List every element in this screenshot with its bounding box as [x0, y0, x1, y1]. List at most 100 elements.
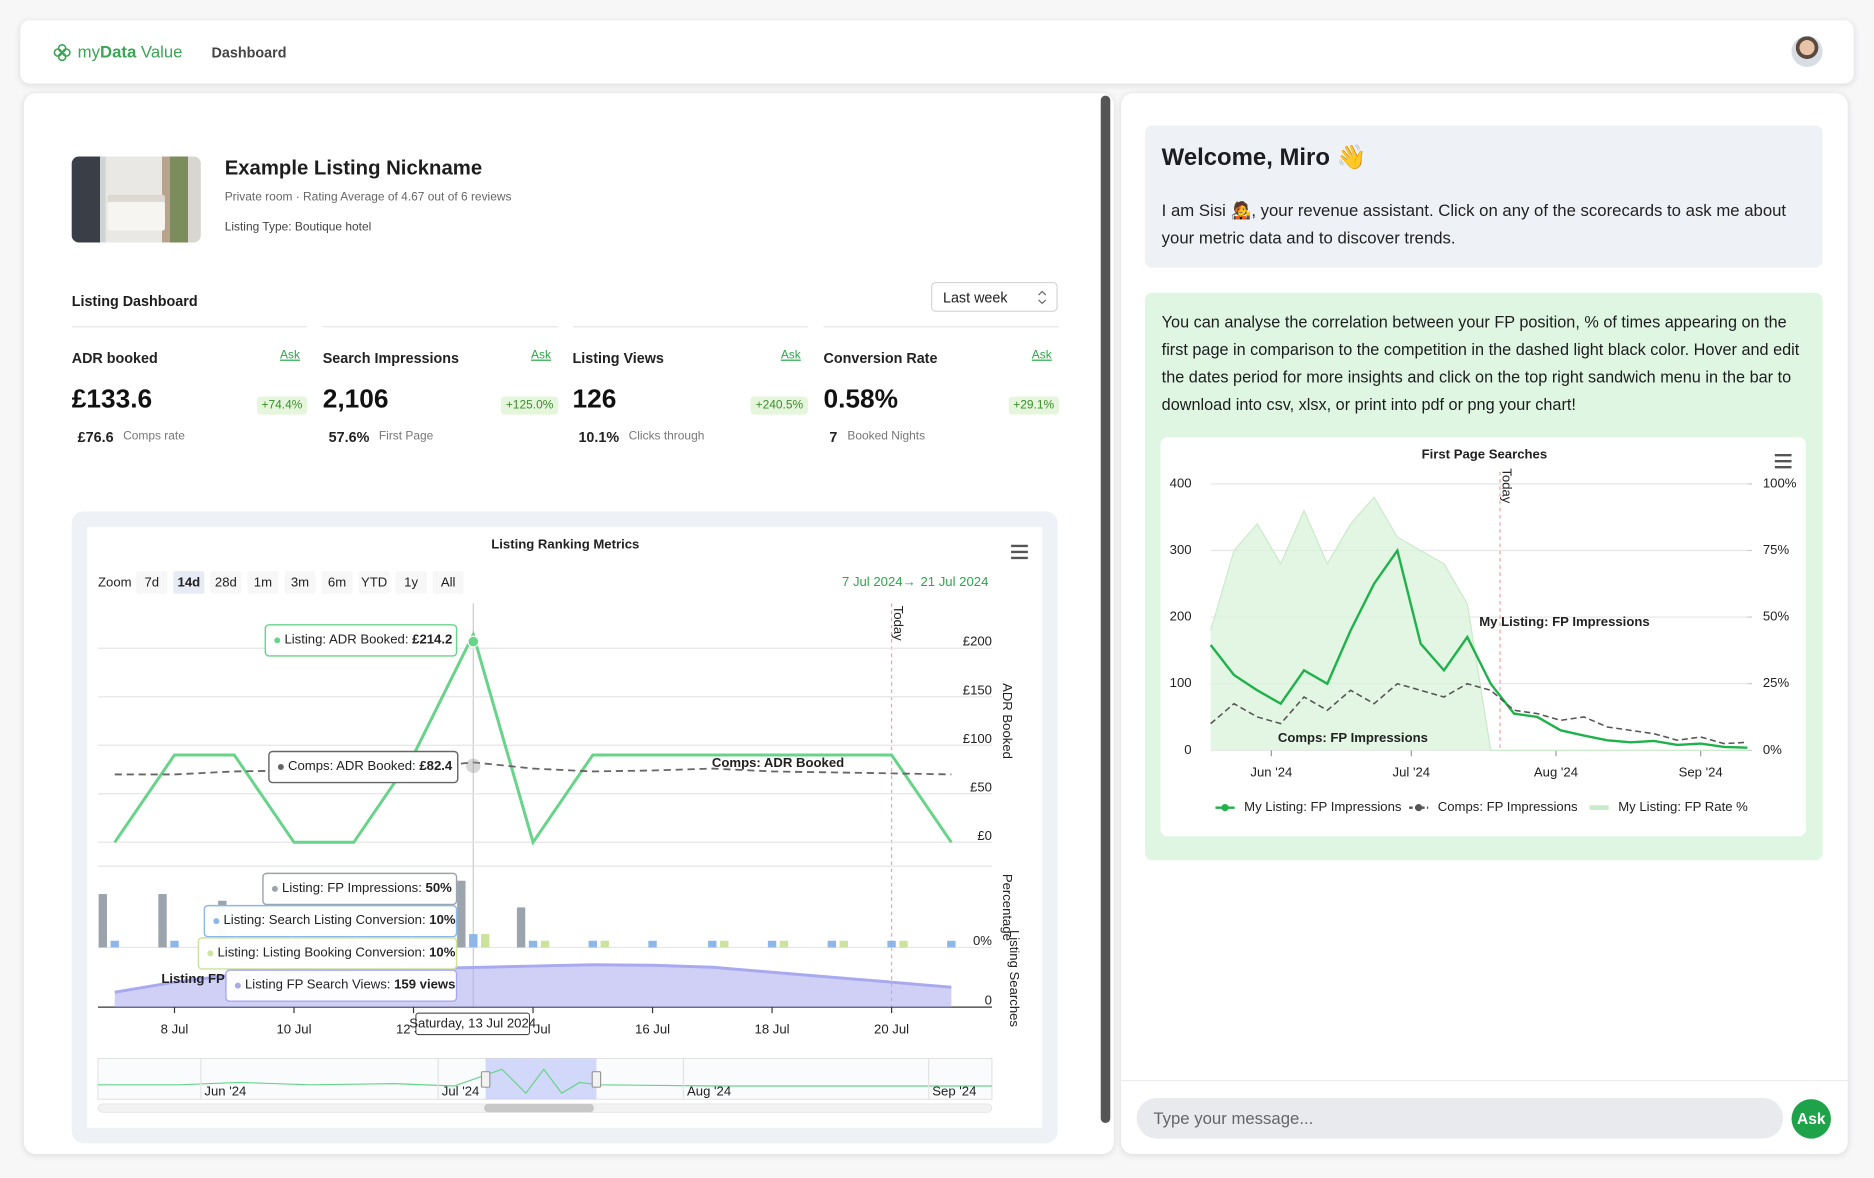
date-tooltip: Saturday, 13 Jul 2024 — [409, 1015, 536, 1030]
ask-link[interactable]: Ask — [280, 348, 300, 363]
first-page-chart: First Page Searches 0 100 200 300 400 0% 25% 50%… — [1170, 447, 1797, 814]
tooltip-box — [203, 904, 458, 938]
tooltip-label: Listing: ADR Booked: — [284, 632, 412, 647]
zoom-label: Zoom — [98, 574, 132, 589]
y2-tick-label: 25% — [1763, 675, 1790, 690]
legend-item[interactable]: Comps: FP Impressions — [1409, 799, 1578, 814]
tooltip-value: 159 views — [394, 977, 455, 992]
top-bar: myData Value Dashboard — [20, 20, 1854, 84]
tooltip-value: 10% — [429, 945, 456, 960]
tooltip-text: Listing FP Search Views: 159 views — [245, 977, 455, 992]
y-tick-label: 400 — [1170, 475, 1192, 490]
x-tick-label: 16 Jul — [635, 1021, 670, 1036]
navigator-label: Sep '24 — [932, 1083, 976, 1098]
navigator-handle[interactable] — [480, 1071, 491, 1088]
zoom-button-bg — [284, 571, 316, 594]
scorecard-label: ADR booked — [71, 350, 158, 367]
send-button[interactable]: Ask — [1791, 1099, 1831, 1139]
y2-tick-label: 0% — [1763, 742, 1782, 757]
nav-scroll-thumb[interactable] — [484, 1103, 594, 1113]
tooltip-text: Comps: ADR Booked: £82.4 — [288, 758, 453, 773]
avatar[interactable] — [1791, 35, 1823, 67]
sub-label: Clicks through — [628, 430, 705, 444]
tooltip-text: Listing: Search Listing Conversion: 10% — [223, 913, 455, 928]
zoom-button[interactable]: 1m — [247, 571, 279, 594]
scorecard[interactable]: Search Impressions Ask 2,106 +125.0% 57.6% Fi… — [322, 326, 559, 449]
ask-link[interactable]: Ask — [1031, 348, 1052, 363]
zoom-button[interactable]: YTD — [358, 571, 390, 594]
legend-label: My Listing: FP Rate % — [1618, 799, 1748, 814]
message-input[interactable]: Type your message... — [1136, 1097, 1784, 1139]
menu-icon[interactable] — [1774, 453, 1792, 469]
tooltip-label: Listing FP Search Views: — [245, 977, 394, 992]
area-annotation: Listing FP — [161, 971, 225, 986]
navigator-handle[interactable] — [591, 1071, 602, 1088]
tooltip-dot — [274, 637, 281, 644]
logo[interactable]: myData Value — [78, 42, 183, 61]
zoom-button[interactable]: 14d — [173, 571, 205, 594]
input-separator — [1121, 1080, 1848, 1082]
scorecard[interactable]: Listing Views Ask 126 +240.5% 10.1% Clicks th… — [572, 326, 808, 449]
navigator-selection[interactable] — [485, 1058, 597, 1100]
hover-marker — [467, 635, 480, 648]
bar — [170, 940, 179, 948]
tooltip-dot — [271, 885, 278, 892]
zoom-button-bg — [173, 571, 205, 594]
nav-dashboard[interactable]: Dashboard — [211, 44, 287, 61]
change-badge: +29.1% — [1008, 396, 1059, 415]
menu-icon[interactable] — [1011, 544, 1028, 560]
ask-link[interactable]: Ask — [531, 348, 551, 363]
zoom-option: 14d — [178, 574, 201, 589]
scorecard-value: 126 — [572, 383, 617, 414]
zoom-button[interactable]: 6m — [321, 571, 353, 594]
bar — [481, 934, 490, 948]
sub-label: Booked Nights — [847, 430, 926, 444]
bar — [588, 940, 597, 948]
zoom-button-bg — [395, 571, 427, 594]
period-select[interactable]: Last week — [931, 281, 1058, 312]
series-line — [1209, 547, 1748, 749]
zoom-option: 28d — [215, 574, 237, 589]
series-annotation: My Listing: FP Impressions — [1479, 614, 1649, 629]
legend-label: Comps: FP Impressions — [1438, 799, 1578, 814]
bar — [528, 940, 538, 948]
ask-link[interactable]: Ask — [780, 348, 801, 363]
y-tick-label: £100 — [963, 731, 992, 746]
tooltip-text: Listing: FP Impressions: 50% — [282, 880, 452, 895]
listing-image — [71, 156, 201, 243]
y-axis-title: Percentage — [1000, 874, 1015, 941]
bed — [107, 201, 165, 231]
tooltip-value: £214.2 — [412, 632, 452, 647]
y-axis-title: ADR Booked — [1000, 683, 1015, 759]
sub-label: Comps rate — [123, 430, 185, 444]
area-line — [1210, 496, 1748, 751]
tooltip-dot — [234, 982, 241, 989]
hover-marker — [466, 758, 481, 773]
zoom-button-bg — [136, 571, 168, 594]
logo-bold: Data — [100, 41, 137, 61]
bar — [779, 940, 789, 948]
zoom-button[interactable]: All — [432, 571, 464, 594]
tooltip-label: Listing: FP Impressions: — [282, 880, 425, 895]
series-line — [113, 630, 953, 846]
chart-area — [87, 526, 1043, 1128]
zoom-button[interactable]: 1y — [395, 571, 427, 594]
tooltip-box — [197, 937, 458, 970]
bar — [767, 940, 777, 948]
zoom-button[interactable]: 3m — [284, 571, 316, 594]
zoom-button-bg — [358, 571, 390, 594]
x-tick-label: Sep '24 — [1679, 764, 1723, 779]
scorecard[interactable]: Conversion Rate Ask 0.58% +29.1% 7 Booked Nig… — [823, 326, 1059, 449]
tooltip-value: 10% — [429, 913, 456, 928]
legend-item[interactable]: My Listing: FP Rate % — [1589, 799, 1749, 814]
scorecard[interactable]: ADR booked Ask £133.6 +74.4% £76.6 Comps rate — [71, 326, 308, 449]
tooltip: Listing: ADR Booked: £214.2 — [264, 624, 458, 657]
bar — [899, 940, 908, 948]
tooltip: Comps: ADR Booked: £82.4 — [268, 750, 459, 784]
zoom-button[interactable]: 7d — [136, 571, 168, 594]
scrollbar[interactable] — [1100, 95, 1111, 1124]
legend-item[interactable]: My Listing: FP Impressions — [1215, 799, 1402, 814]
series-annotation: Comps: ADR Booked — [712, 755, 844, 770]
zoom-button[interactable]: 28d — [210, 571, 242, 594]
